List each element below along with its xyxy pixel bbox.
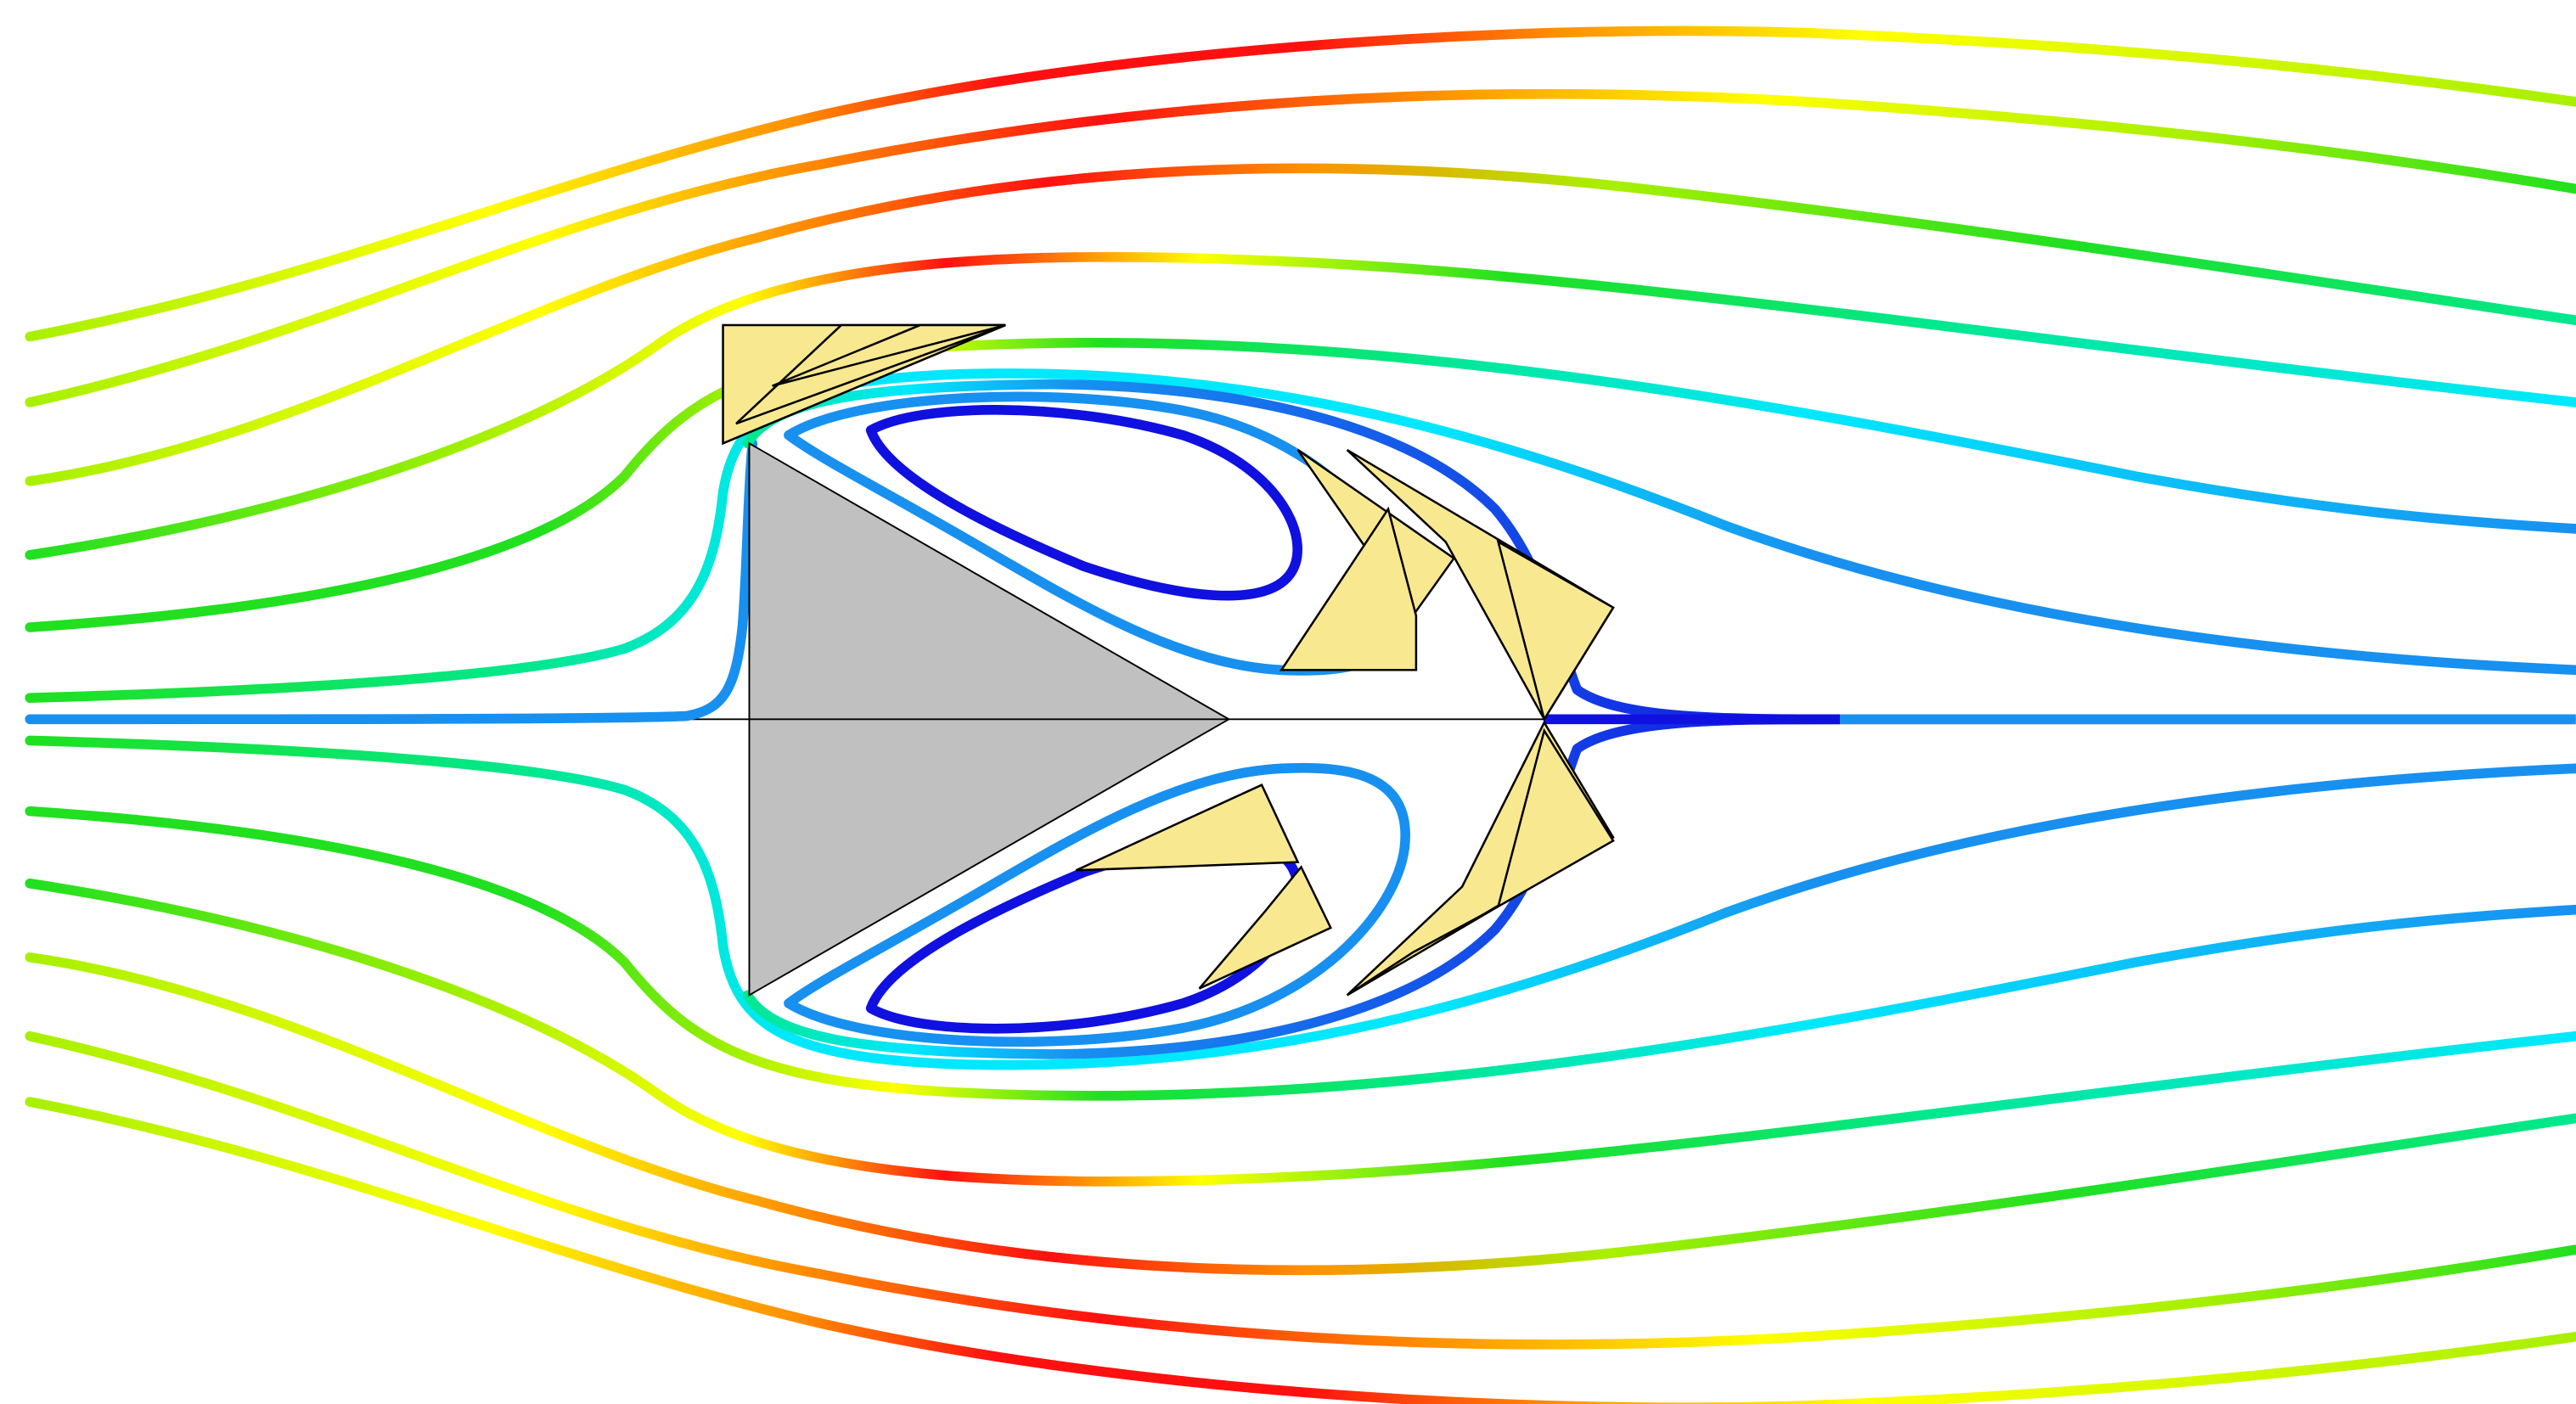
vortex-lower-inner (865, 838, 1302, 1034)
glyph-cluster-lower-middle (1075, 783, 1332, 990)
glyph-cluster-upper-right (1279, 448, 1615, 722)
streamline-bottom-2 (25, 1031, 2576, 1350)
streamline-top-6 (25, 368, 2576, 703)
streamline-top-5 (25, 337, 2576, 632)
triangle-glyphs (722, 323, 1615, 997)
streamline-bottom-1 (25, 1097, 2576, 1404)
glyph-cluster-lower-right (1346, 720, 1615, 997)
streamline-bottom-6 (25, 735, 2576, 1070)
streamline-bottom-4 (25, 878, 2576, 1187)
streamline-bottom-5 (25, 806, 2576, 1101)
streamline-bottom-3 (25, 952, 2576, 1276)
vortex-upper-inner (865, 405, 1302, 601)
lower-streamlines (25, 714, 2576, 1404)
vortex-lower-outer (784, 762, 1410, 1047)
streamline-bottom-inner (742, 714, 1845, 1059)
streamline-top-2 (25, 88, 2576, 407)
glyph-cluster-top-left (722, 323, 1006, 446)
streamline-top-3 (25, 163, 2576, 486)
streamline-top-1 (25, 25, 2576, 342)
streamline-top-7 (25, 438, 758, 725)
streamline-top-inner (742, 379, 1845, 725)
streamline-top-4 (25, 252, 2576, 560)
upper-streamlines (25, 25, 2576, 725)
lower-recirculation (784, 762, 1410, 1047)
